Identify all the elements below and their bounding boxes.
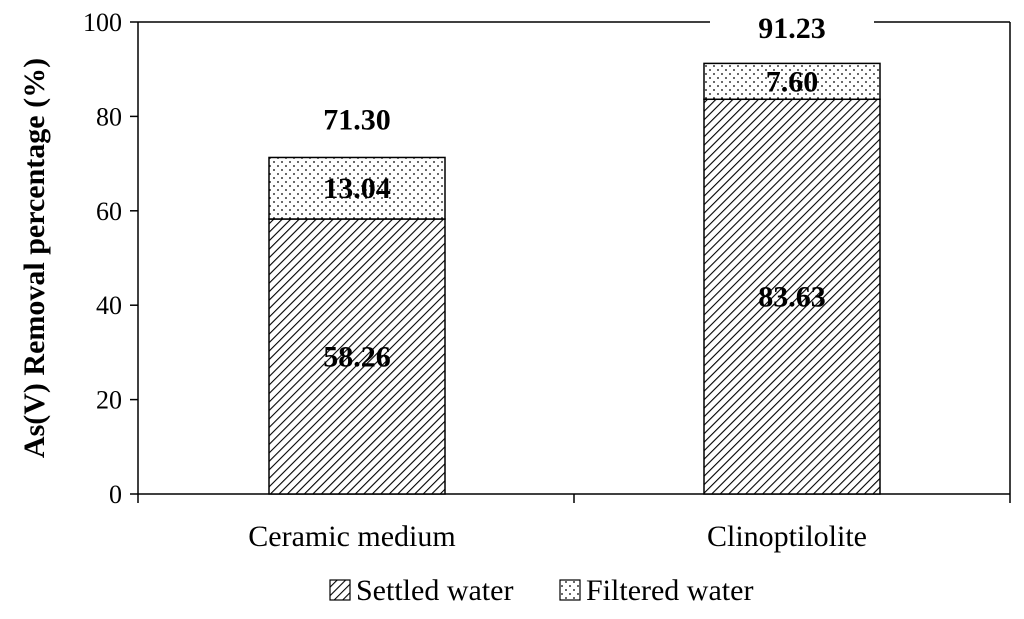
y-tick-label: 40 (96, 291, 122, 320)
total-label: 71.30 (323, 103, 391, 136)
y-tick-label: 0 (109, 480, 122, 509)
y-tick-label: 100 (83, 8, 122, 37)
data-label-filtered: 13.04 (323, 172, 391, 205)
x-category-label: Ceramic medium (248, 520, 455, 553)
legend-swatch-settled (329, 579, 351, 601)
bar-settled-water (268, 218, 446, 495)
legend-label-settled: Settled water (356, 574, 513, 607)
legend-label-filtered: Filtered water (586, 574, 753, 607)
y-tick-label: 20 (96, 386, 122, 415)
data-label-settled: 83.63 (758, 281, 826, 314)
legend-swatch-filtered (559, 579, 581, 601)
legend: Settled water Filtered water (329, 574, 753, 607)
plot-area: 0 20 40 60 80 100 58.26 13.04 71.30 Ceramic mediu… (83, 8, 1011, 553)
y-axis-title: As(V) Removal percentage (%) (18, 58, 51, 458)
bar-settled-water (703, 98, 881, 495)
total-label: 91.23 (758, 12, 826, 45)
total-label-backdrop (710, 8, 874, 36)
y-tick-label: 80 (96, 102, 122, 131)
x-category-label: Clinoptilolite (707, 520, 867, 553)
bar-filtered-water (703, 62, 881, 101)
bar-filtered-water (268, 156, 446, 220)
data-label-settled: 58.26 (323, 341, 391, 374)
y-tick-label: 60 (96, 197, 122, 226)
data-label-filtered: 7.60 (766, 65, 819, 98)
